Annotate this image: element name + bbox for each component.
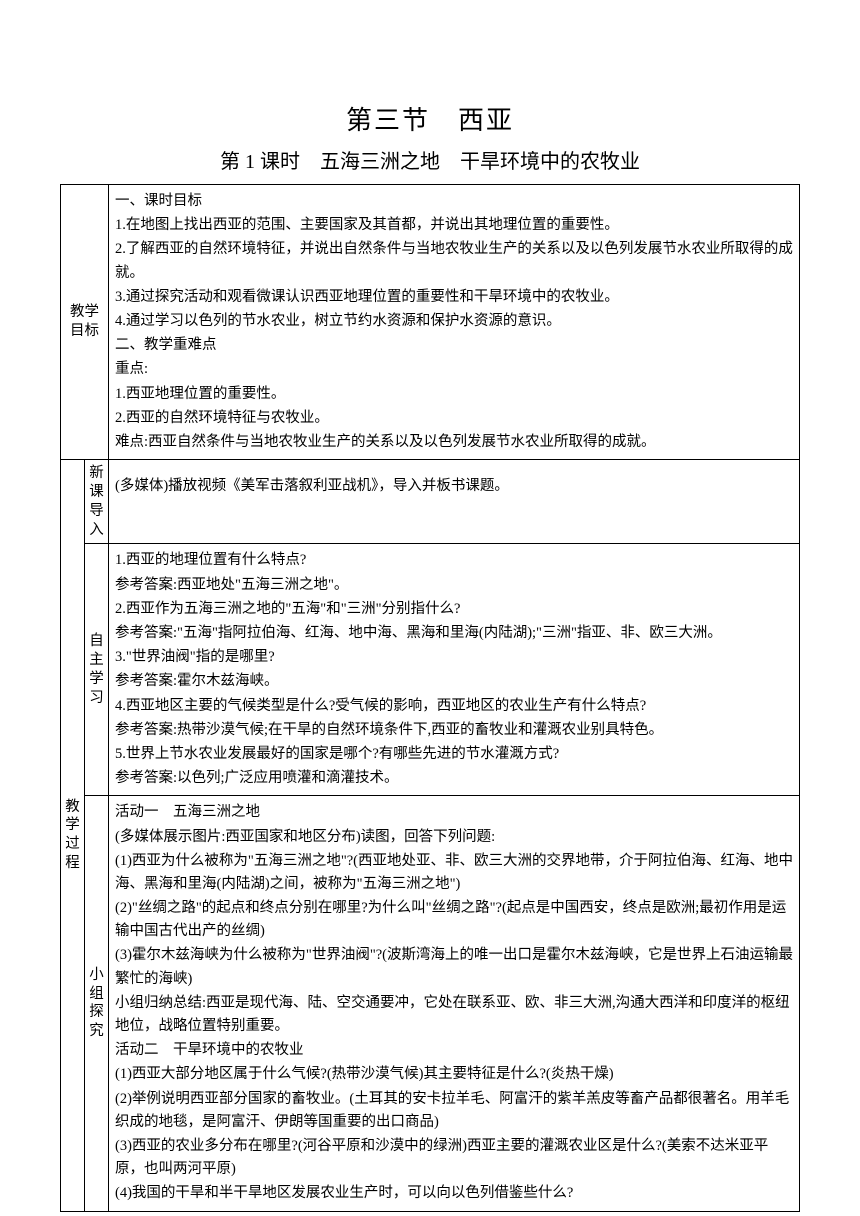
- text-line: (4)我国的干旱和半干旱地区发展农业生产时，可以向以色列借鉴些什么?: [115, 1182, 793, 1205]
- text-line: 重点:: [115, 358, 793, 381]
- process-label: 教学过程: [61, 460, 85, 1211]
- intro-content: (多媒体)播放视频《美军击落叙利亚战机》，导入并板书课题。: [109, 460, 800, 544]
- text-line: 2.西亚的自然环境特征与农牧业。: [115, 407, 793, 430]
- text-line: 5.世界上节水农业发展最好的国家是哪个?有哪些先进的节水灌溉方式?: [115, 743, 793, 766]
- text-line: 1.西亚的地理位置有什么特点?: [115, 549, 793, 572]
- text-line: 参考答案:西亚地处"五海三洲之地"。: [115, 574, 793, 597]
- text-line: 4.通过学习以色列的节水农业，树立节约水资源和保护水资源的意识。: [115, 310, 793, 333]
- table-row: 教学目标 一、课时目标 1.在地图上找出西亚的范围、主要国家及其首都，并说出其地…: [61, 185, 800, 460]
- text-line: 2.了解西亚的自然环境特征，并说出自然条件与当地农牧业生产的关系以及以色列发展节…: [115, 238, 793, 284]
- text-line: 参考答案:"五海"指阿拉伯海、红海、地中海、黑海和里海(内陆湖);"三洲"指亚、…: [115, 622, 793, 645]
- text-line: 4.西亚地区主要的气候类型是什么?受气候的影响，西亚地区的农业生产有什么特点?: [115, 695, 793, 718]
- text-line: 小组归纳总结:西亚是现代海、陆、空交通要冲，它处在联系亚、欧、非三大洲,沟通大西…: [115, 992, 793, 1038]
- self-study-label: 自主学习: [85, 544, 109, 796]
- group-content: 活动一 五海三洲之地 (多媒体展示图片:西亚国家和地区分布)读图，回答下列问题:…: [109, 796, 800, 1211]
- goals-label: 教学目标: [61, 185, 109, 460]
- text-line: 一、课时目标: [115, 190, 793, 213]
- page-subtitle: 第 1 课时 五海三洲之地 干旱环境中的农牧业: [60, 145, 800, 174]
- table-row: 自主学习 1.西亚的地理位置有什么特点? 参考答案:西亚地处"五海三洲之地"。 …: [61, 544, 800, 796]
- self-study-content: 1.西亚的地理位置有什么特点? 参考答案:西亚地处"五海三洲之地"。 2.西亚作…: [109, 544, 800, 796]
- text-line: 参考答案:热带沙漠气候;在干旱的自然环境条件下,西亚的畜牧业和灌溉农业别具特色。: [115, 719, 793, 742]
- text-line: 参考答案:以色列;广泛应用喷灌和滴灌技术。: [115, 767, 793, 790]
- text-line: 二、教学重难点: [115, 334, 793, 357]
- text-line: (多媒体)播放视频《美军击落叙利亚战机》，导入并板书课题。: [115, 475, 793, 498]
- text-line: (3)西亚的农业多分布在哪里?(河谷平原和沙漠中的绿洲)西亚主要的灌溉农业区是什…: [115, 1135, 793, 1181]
- group-label: 小组探究: [85, 796, 109, 1211]
- text-line: 1.西亚地理位置的重要性。: [115, 383, 793, 406]
- text-line: (1)西亚大部分地区属于什么气候?(热带沙漠气候)其主要特征是什么?(炎热干燥): [115, 1063, 793, 1086]
- page-title: 第三节 西亚: [60, 100, 800, 137]
- text-line: 2.西亚作为五海三洲之地的"五海"和"三洲"分别指什么?: [115, 598, 793, 621]
- text-line: 1.在地图上找出西亚的范围、主要国家及其首都，并说出其地理位置的重要性。: [115, 214, 793, 237]
- text-line: (2)举例说明西亚部分国家的畜牧业。(土耳其的安卡拉羊毛、阿富汗的紫羊羔皮等畜产…: [115, 1088, 793, 1134]
- text-line: 活动一 五海三洲之地: [115, 801, 793, 824]
- text-line: 3.通过探究活动和观看微课认识西亚地理位置的重要性和干旱环境中的农牧业。: [115, 286, 793, 309]
- table-row: 教学过程 新课导入 (多媒体)播放视频《美军击落叙利亚战机》，导入并板书课题。: [61, 460, 800, 544]
- text-line: 活动二 干旱环境中的农牧业: [115, 1039, 793, 1062]
- goals-content: 一、课时目标 1.在地图上找出西亚的范围、主要国家及其首都，并说出其地理位置的重…: [109, 185, 800, 460]
- text-line: 3."世界油阀"指的是哪里?: [115, 646, 793, 669]
- text-line: (1)西亚为什么被称为"五海三洲之地"?(西亚地处亚、非、欧三大洲的交界地带，介…: [115, 850, 793, 896]
- text-line: (2)"丝绸之路"的起点和终点分别在哪里?为什么叫"丝绸之路"?(起点是中国西安…: [115, 897, 793, 943]
- text-line: (多媒体展示图片:西亚国家和地区分布)读图，回答下列问题:: [115, 826, 793, 849]
- text-line: 难点:西亚自然条件与当地农牧业生产的关系以及以色列发展节水农业所取得的成就。: [115, 431, 793, 454]
- intro-label: 新课导入: [85, 460, 109, 544]
- table-row: 小组探究 活动一 五海三洲之地 (多媒体展示图片:西亚国家和地区分布)读图，回答…: [61, 796, 800, 1211]
- lesson-table: 教学目标 一、课时目标 1.在地图上找出西亚的范围、主要国家及其首都，并说出其地…: [60, 184, 800, 1212]
- text-line: (3)霍尔木兹海峡为什么被称为"世界油阀"?(波斯湾海上的唯一出口是霍尔木兹海峡…: [115, 944, 793, 990]
- text-line: 参考答案:霍尔木兹海峡。: [115, 670, 793, 693]
